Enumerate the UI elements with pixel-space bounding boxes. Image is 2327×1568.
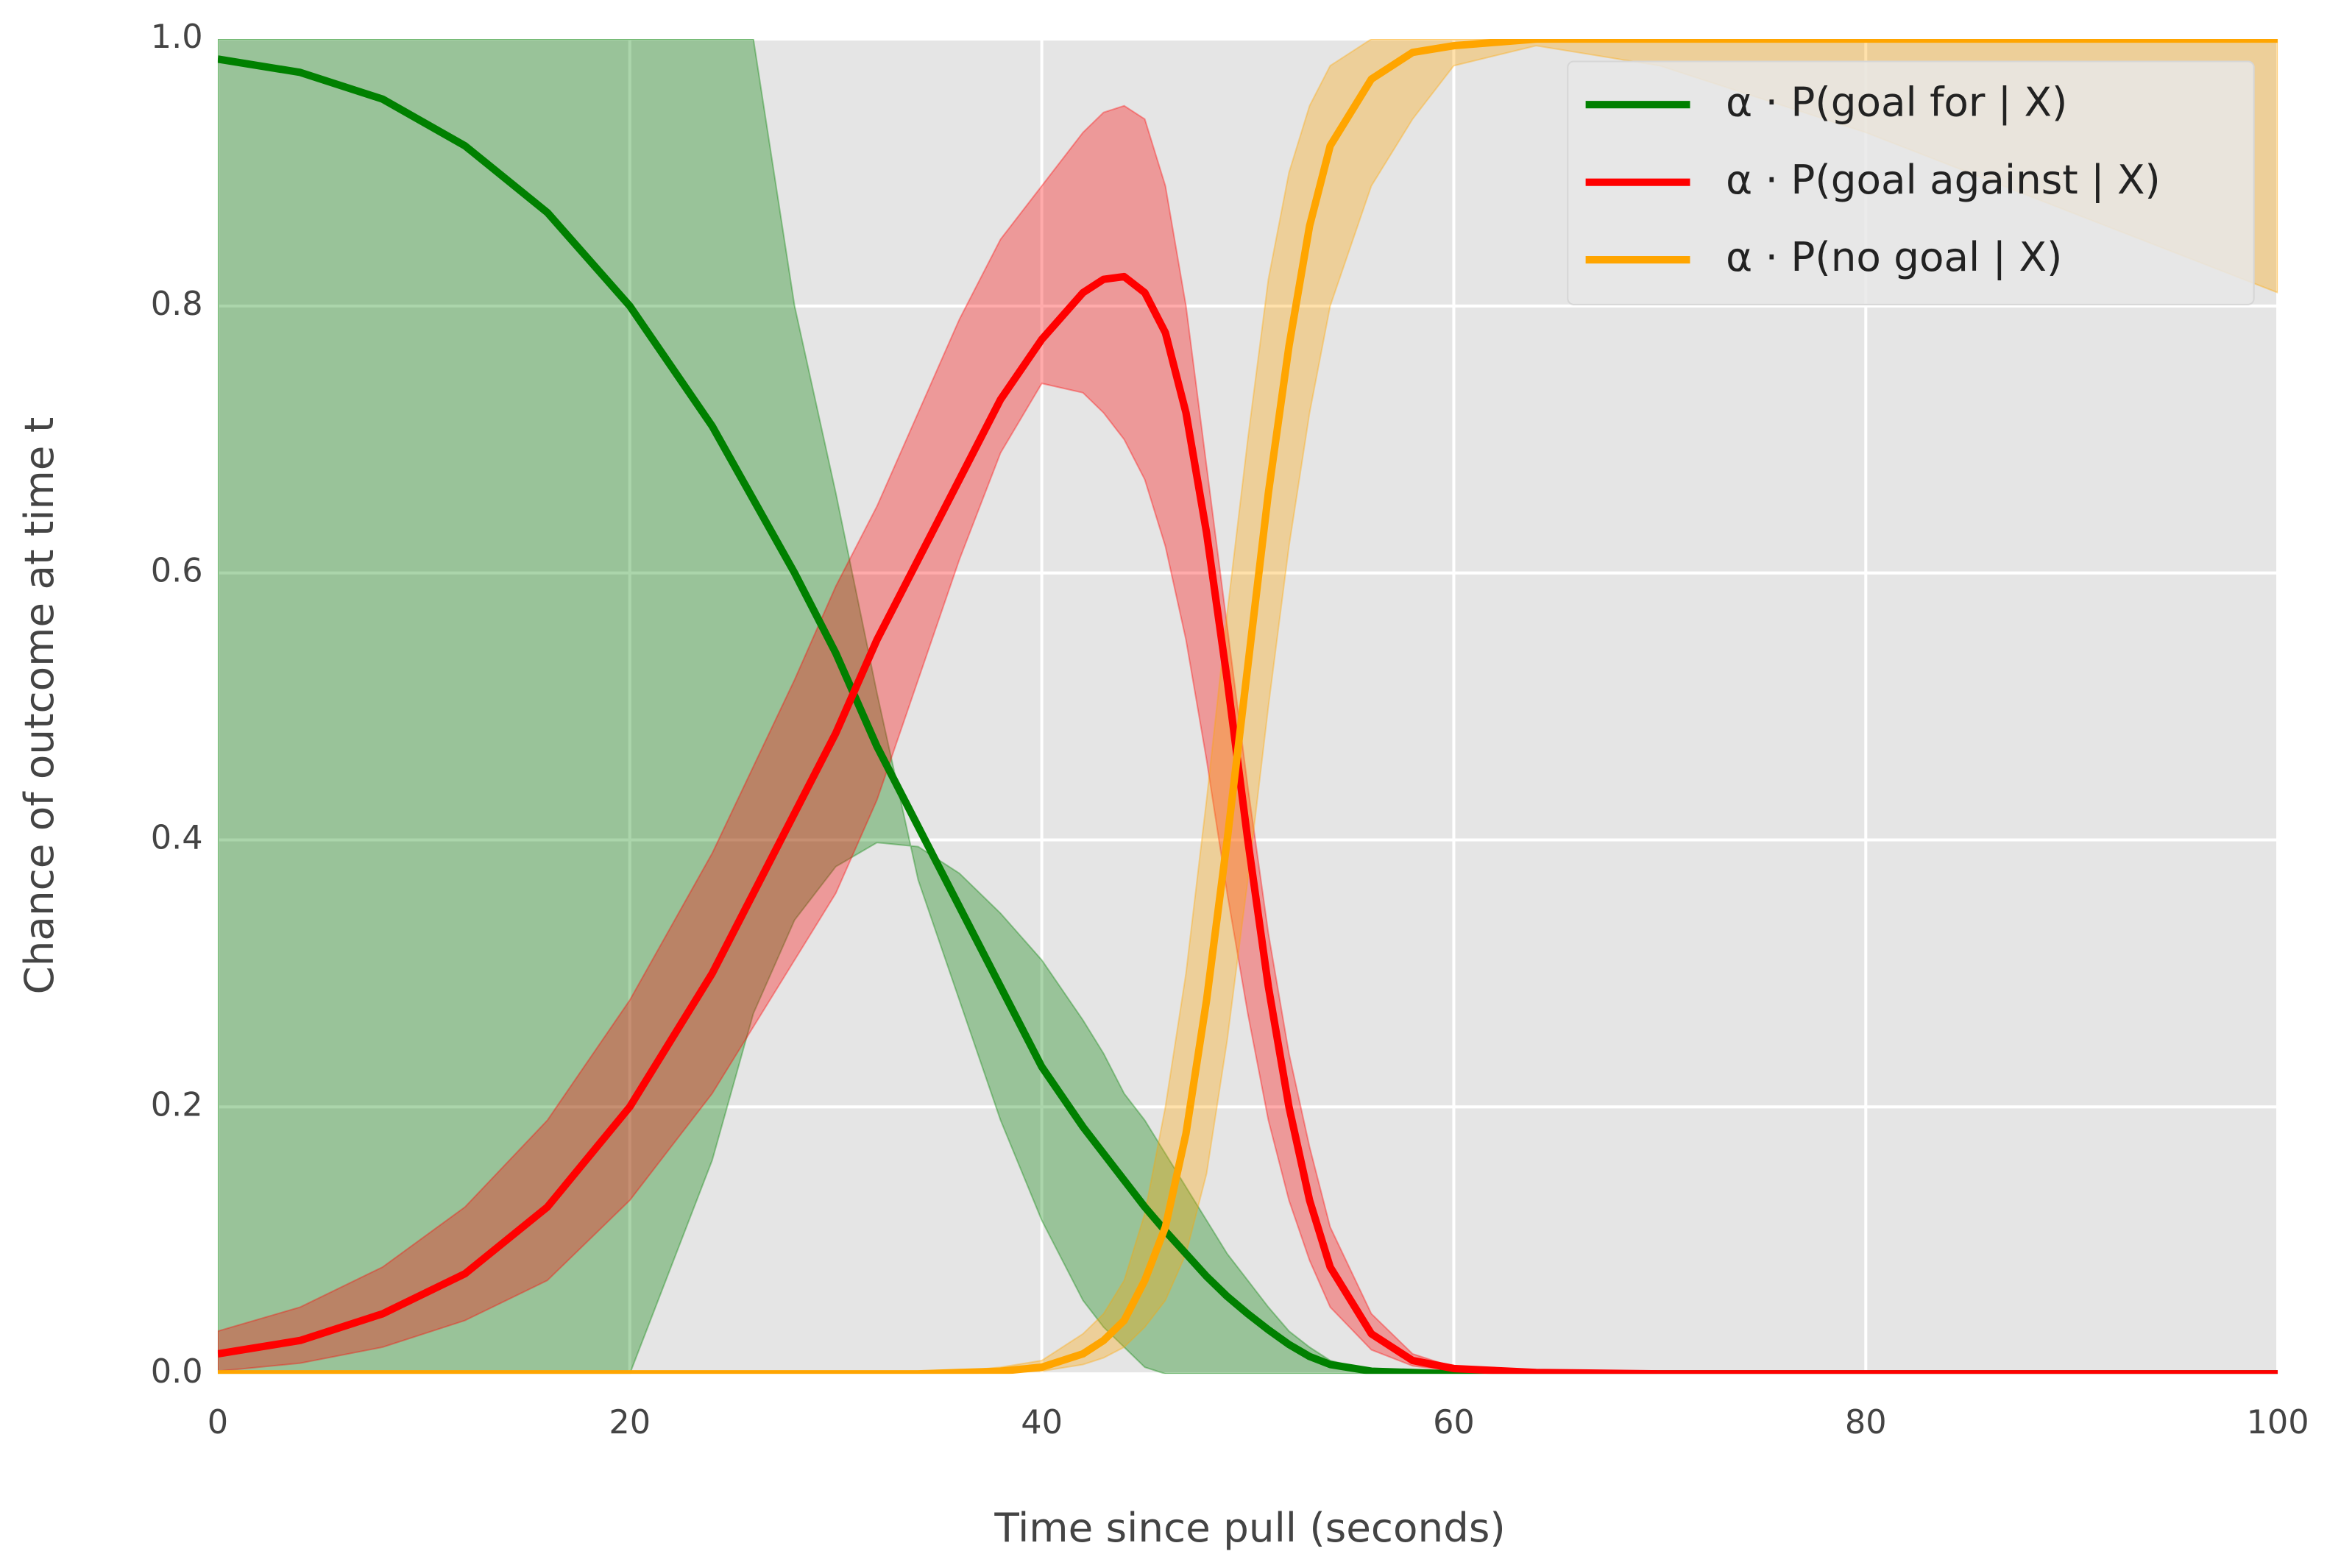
x-tick-label: 60 [1433, 1403, 1475, 1441]
y-tick-label: 0.8 [151, 285, 203, 323]
legend-box [1567, 60, 2255, 305]
x-tick-label: 100 [2247, 1403, 2309, 1441]
confidence-band [217, 39, 2278, 1374]
legend-label: α · P(no goal | X) [1726, 233, 2062, 281]
y-tick-label: 0.4 [151, 819, 203, 857]
series-line [217, 272, 2278, 1374]
legend-label: α · P(goal for | X) [1726, 78, 2067, 126]
x-axis-label: Time since pull (seconds) [994, 1504, 1505, 1551]
x-tick-label: 80 [1845, 1403, 1887, 1441]
confidence-band [217, 104, 2278, 1374]
series-line [217, 39, 2278, 1374]
series-line [217, 55, 2278, 1374]
x-tick-label: 20 [609, 1403, 651, 1441]
y-tick-label: 0.2 [151, 1085, 203, 1124]
legend-label: α · P(goal against | X) [1726, 156, 2161, 204]
y-axis-label: Chance of outcome at time t [15, 417, 63, 995]
y-tick-label: 0.0 [151, 1352, 203, 1391]
x-tick-label: 0 [208, 1403, 228, 1441]
y-tick-label: 1.0 [151, 18, 203, 56]
y-tick-label: 0.6 [151, 552, 203, 590]
x-tick-label: 40 [1021, 1403, 1063, 1441]
